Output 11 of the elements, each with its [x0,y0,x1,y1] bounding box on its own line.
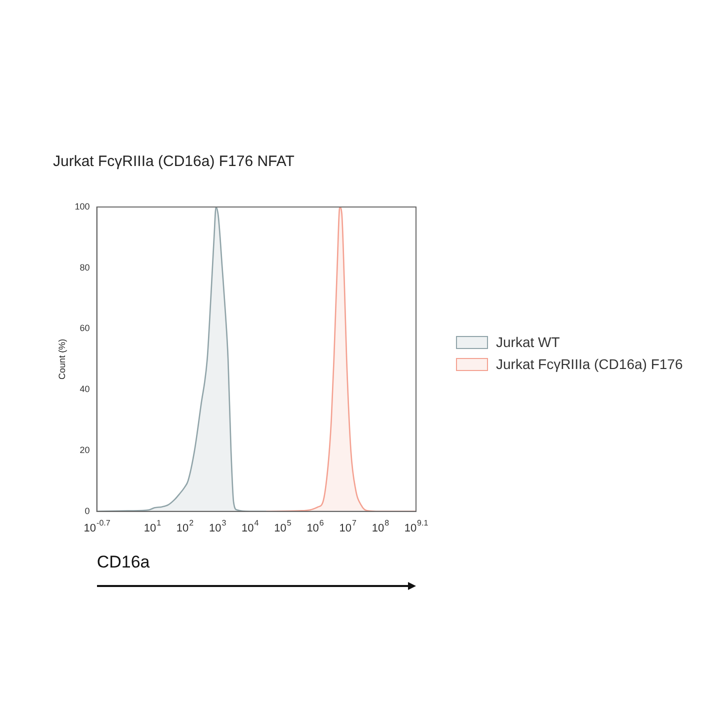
x-axis-title: CD16a [96,552,150,572]
legend-label: Jurkat FcγRIIIa (CD16a) F176 [496,356,683,372]
chart-title: Jurkat FcγRIIIa (CD16a) F176 NFAT [53,153,294,170]
legend-label: Jurkat WT [496,334,560,350]
y-tick-label: 100 [74,201,90,212]
y-tick-label: 20 [80,445,90,456]
y-tick-label: 0 [84,506,90,516]
y-axis-title: Count (%) [56,338,67,380]
y-tick-label: 40 [80,384,90,394]
y-tick-label: 60 [80,323,90,334]
y-tick-label: 80 [80,262,90,272]
